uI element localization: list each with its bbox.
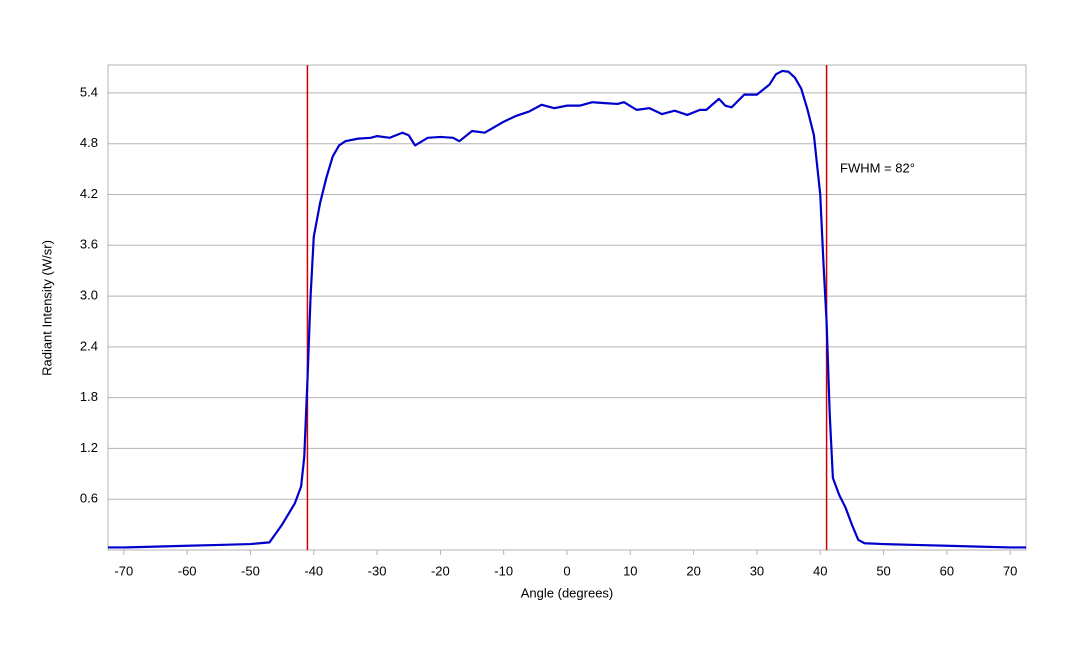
x-axis-label: Angle (degrees) [521,585,614,600]
x-tick-label: 60 [940,563,954,578]
x-tick-label: -40 [304,563,323,578]
y-tick-label: 4.8 [80,135,98,150]
x-tick-label: -10 [494,563,513,578]
x-tick-label: -70 [114,563,133,578]
x-tick-label: 70 [1003,563,1017,578]
x-tick-label: 40 [813,563,827,578]
annotation: FWHM = 82° [840,160,915,175]
y-tick-label: 2.4 [80,338,98,353]
data-line [108,69,1026,549]
y-tick-label: 1.8 [80,389,98,404]
y-axis-label: Radiant Intensity (W/sr) [39,240,54,376]
y-tick-label: 5.4 [80,84,98,99]
x-tick-label: -20 [431,563,450,578]
y-tick-label: 1.2 [80,440,98,455]
x-tick-label: 10 [623,563,637,578]
y-tick-label: 3.6 [80,237,98,252]
x-tick-label: 20 [686,563,700,578]
x-tick-label: -30 [368,563,387,578]
x-tick-label: 0 [563,563,570,578]
y-tick-label: 0.6 [80,491,98,506]
x-tick-label: 30 [750,563,764,578]
y-tick-label: 4.2 [80,186,98,201]
y-tick-label: 3.0 [80,288,98,303]
x-tick-label: -60 [178,563,197,578]
x-tick-label: 50 [876,563,890,578]
x-tick-label: -50 [241,563,260,578]
plot-border [107,64,1027,551]
